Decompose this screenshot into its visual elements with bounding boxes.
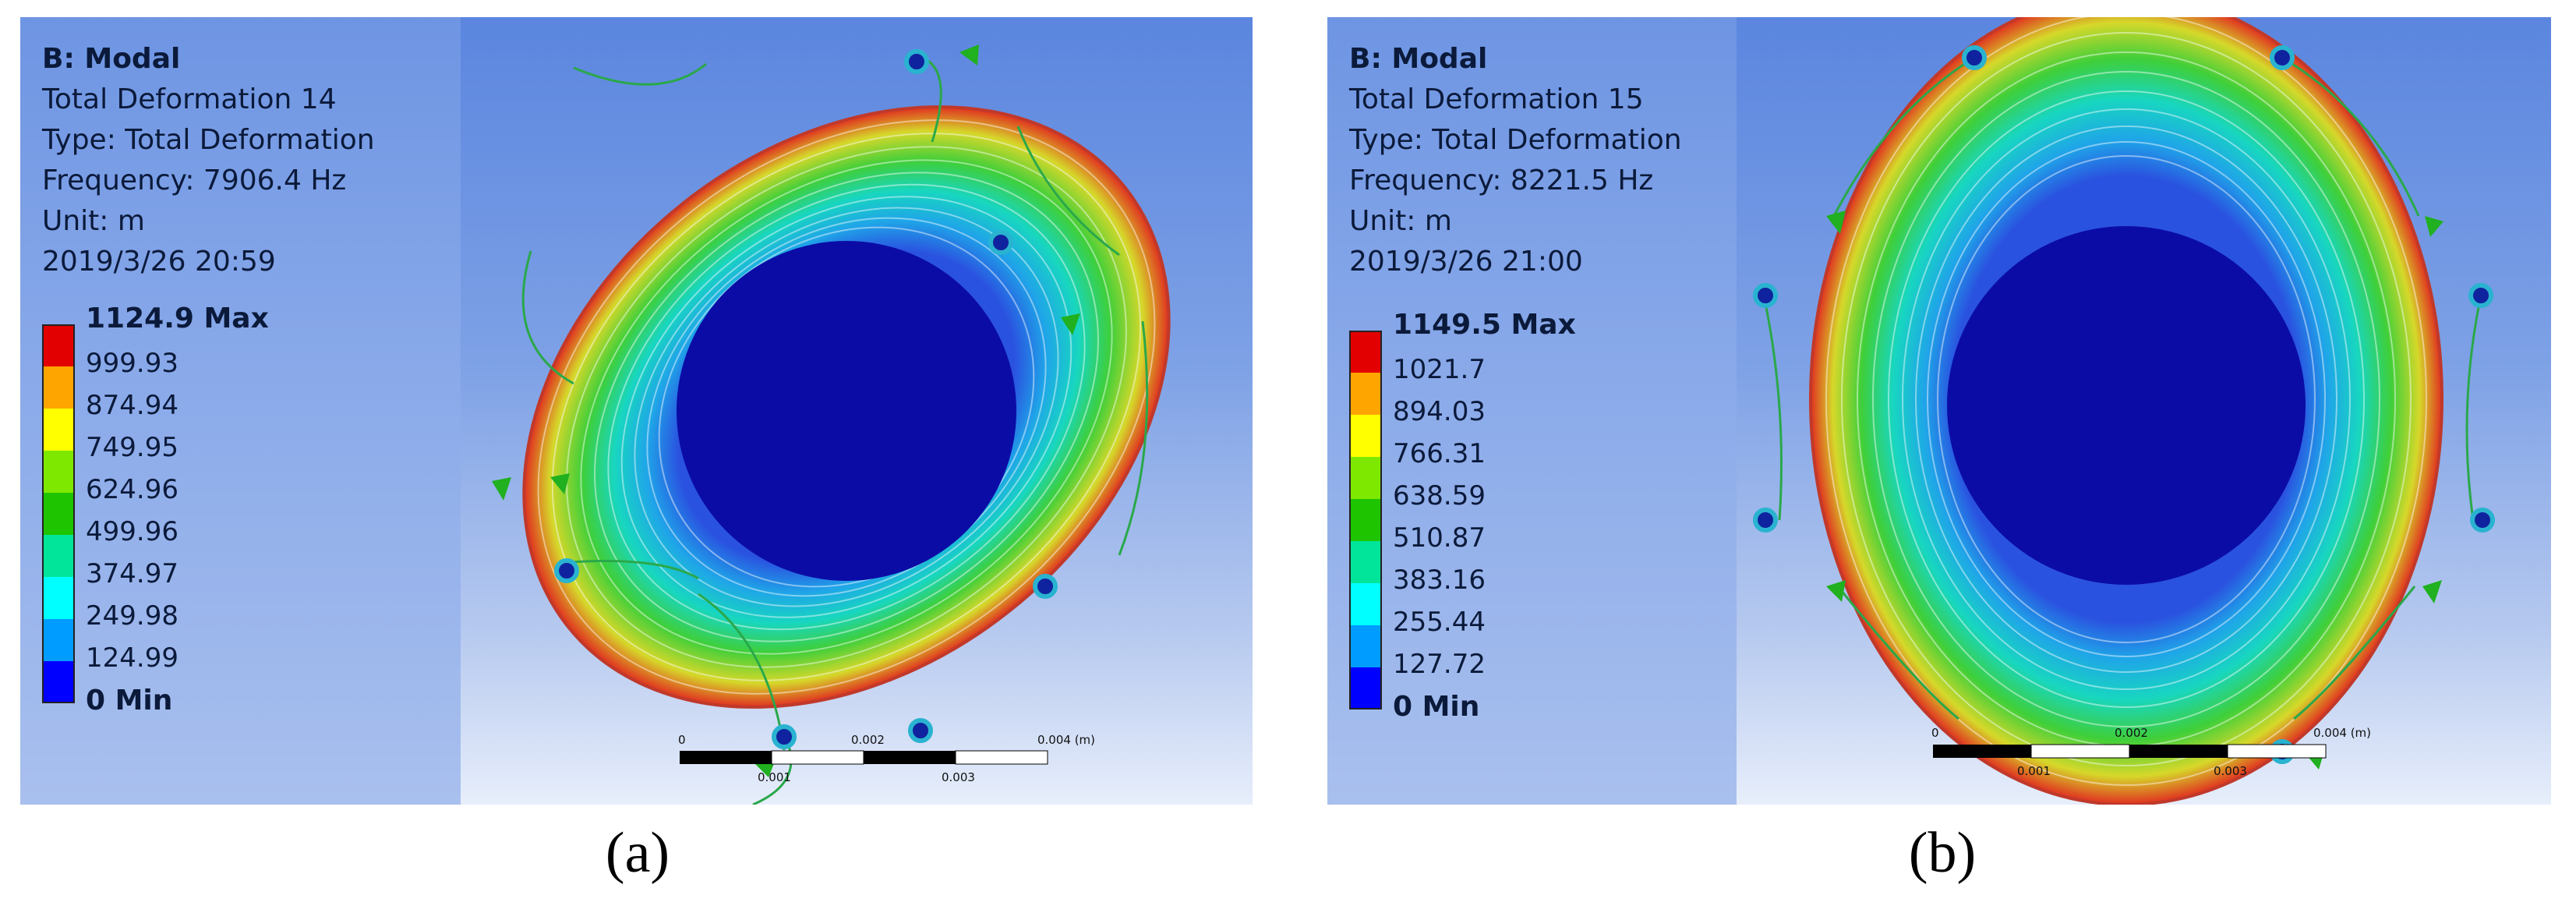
legend-swatch bbox=[1349, 373, 1382, 415]
legend-swatch bbox=[42, 324, 75, 366]
legend-swatch bbox=[1349, 625, 1382, 667]
legend-tick-label: 249.98 bbox=[86, 600, 178, 632]
legend-tick-label: 749.95 bbox=[86, 432, 178, 463]
scale-label-0002: 0.002 bbox=[2115, 726, 2148, 740]
deformation-contour-plot[interactable]: 0 0.002 0.004 (m) 0.001 0.003 bbox=[457, 17, 1253, 805]
legend-swatch bbox=[1349, 415, 1382, 457]
legend-swatch bbox=[1349, 499, 1382, 541]
scale-label-0: 0 bbox=[678, 733, 686, 747]
legend-tick-label: 124.99 bbox=[86, 642, 178, 674]
legend-tick-label: 874.94 bbox=[86, 390, 178, 421]
legend-swatch bbox=[1349, 583, 1382, 625]
scale-label-0003: 0.003 bbox=[2214, 764, 2247, 778]
scale-label-0002: 0.002 bbox=[851, 733, 885, 747]
legend-swatch bbox=[42, 493, 75, 535]
legend-tick-label: 999.93 bbox=[86, 348, 178, 379]
result-unit: Unit: m bbox=[1349, 205, 1452, 237]
legend-tick-label: 894.03 bbox=[1393, 396, 1486, 427]
legend-swatch bbox=[42, 451, 75, 493]
result-frequency: Frequency: 7906.4 Hz bbox=[42, 165, 347, 196]
modal-result-viewport-a[interactable]: B: Modal Total Deformation 14 Type: Tota… bbox=[20, 17, 1253, 805]
support-pins bbox=[554, 49, 1058, 749]
legend-swatch bbox=[1349, 457, 1382, 499]
legend-tick-label: 624.96 bbox=[86, 474, 178, 505]
legend-tick-label: 499.96 bbox=[86, 516, 178, 547]
legend-swatch bbox=[42, 409, 75, 451]
result-info-block: B: Modal Total Deformation 15 Type: Tota… bbox=[1349, 39, 1682, 282]
legend-tick-label: 255.44 bbox=[1393, 607, 1486, 638]
result-name: Total Deformation 15 bbox=[1349, 83, 1644, 115]
contour-legend: 1149.5 Max 1021.7 894.03 766.31 638.59 510.87… bbox=[1349, 309, 1583, 750]
result-frequency: Frequency: 8221.5 Hz bbox=[1349, 165, 1654, 196]
result-type: Type: Total Deformation bbox=[1349, 124, 1682, 156]
figure-caption-a: (a) bbox=[605, 821, 670, 885]
scale-label-0003: 0.003 bbox=[942, 770, 975, 784]
contour-legend: 1124.9 Max 999.93 874.94 749.95 624.96 499.96… bbox=[42, 303, 276, 744]
legend-tick-label: 638.59 bbox=[1393, 480, 1486, 511]
result-type: Type: Total Deformation bbox=[42, 124, 375, 156]
legend-swatch bbox=[42, 661, 75, 703]
legend-swatch bbox=[42, 366, 75, 409]
result-info-block: B: Modal Total Deformation 14 Type: Tota… bbox=[42, 39, 375, 282]
result-name: Total Deformation 14 bbox=[42, 83, 337, 115]
legend-swatch bbox=[42, 535, 75, 577]
legend-min-label: 0 Min bbox=[1393, 691, 1480, 723]
legend-swatch bbox=[1349, 541, 1382, 583]
legend-max-label: 1124.9 Max bbox=[86, 303, 269, 334]
legend-tick-label: 127.72 bbox=[1393, 649, 1486, 680]
legend-swatch bbox=[42, 577, 75, 619]
legend-tick-label: 510.87 bbox=[1393, 522, 1486, 554]
scale-bar: 0 0.002 0.004 (m) 0.001 0.003 bbox=[678, 733, 1095, 784]
legend-tick-label: 374.97 bbox=[86, 558, 178, 589]
scale-bar: 0 0.002 0.004 (m) 0.001 0.003 bbox=[1931, 726, 2371, 778]
center-hub bbox=[1947, 226, 2306, 585]
center-hub bbox=[677, 241, 1016, 581]
boundary-springs bbox=[521, 55, 1149, 805]
boundary-springs bbox=[1762, 56, 2482, 720]
legend-swatch bbox=[42, 619, 75, 661]
scale-label-0: 0 bbox=[1931, 726, 1939, 740]
scale-label-0004: 0.004 (m) bbox=[1037, 733, 1095, 747]
legend-tick-label: 766.31 bbox=[1393, 438, 1486, 469]
analysis-title: B: Modal bbox=[42, 43, 181, 75]
info-backdrop bbox=[20, 17, 461, 805]
deformation-contour-plot[interactable]: 0 0.002 0.004 (m) 0.001 0.003 bbox=[1733, 17, 2551, 805]
legend-tick-label: 383.16 bbox=[1393, 564, 1486, 596]
legend-tick-label: 1021.7 bbox=[1393, 354, 1486, 385]
result-timestamp: 2019/3/26 20:59 bbox=[42, 246, 276, 278]
scale-label-0001: 0.001 bbox=[758, 770, 791, 784]
legend-max-label: 1149.5 Max bbox=[1393, 309, 1576, 341]
result-timestamp: 2019/3/26 21:00 bbox=[1349, 246, 1583, 278]
legend-swatch bbox=[1349, 331, 1382, 373]
analysis-title: B: Modal bbox=[1349, 43, 1488, 75]
result-unit: Unit: m bbox=[42, 205, 145, 237]
scale-label-0001: 0.001 bbox=[2017, 764, 2051, 778]
scale-label-0004: 0.004 (m) bbox=[2313, 726, 2371, 740]
legend-min-label: 0 Min bbox=[86, 685, 173, 717]
figure-caption-b: (b) bbox=[1908, 821, 1977, 885]
legend-swatch bbox=[1349, 667, 1382, 710]
modal-result-viewport-b[interactable]: B: Modal Total Deformation 15 Type: Tota… bbox=[1327, 17, 2551, 805]
info-backdrop bbox=[1327, 17, 1737, 805]
